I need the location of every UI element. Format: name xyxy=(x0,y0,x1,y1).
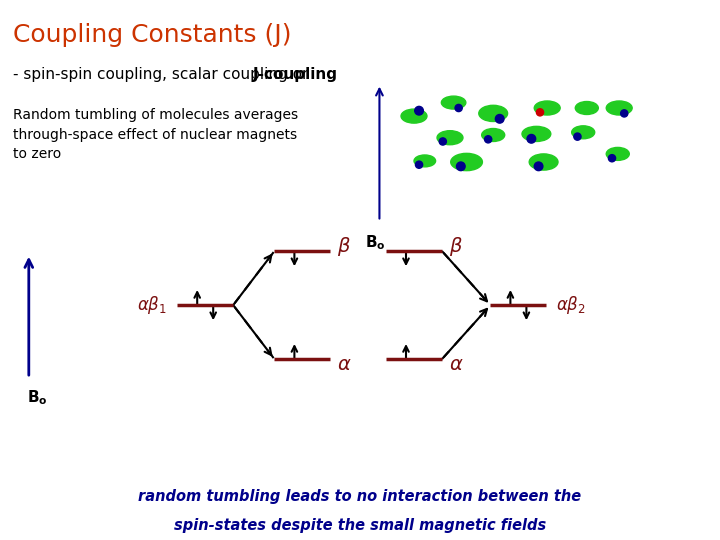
Text: $\beta$: $\beta$ xyxy=(449,234,463,258)
Ellipse shape xyxy=(606,101,632,115)
Circle shape xyxy=(456,162,465,171)
Ellipse shape xyxy=(606,147,629,160)
Ellipse shape xyxy=(482,129,505,141)
Ellipse shape xyxy=(522,126,551,141)
Circle shape xyxy=(455,104,462,112)
Circle shape xyxy=(536,109,544,116)
Circle shape xyxy=(439,138,446,145)
Circle shape xyxy=(495,114,504,123)
Ellipse shape xyxy=(534,101,560,115)
Text: spin-states despite the small magnetic fields: spin-states despite the small magnetic f… xyxy=(174,518,546,534)
Text: $\beta$: $\beta$ xyxy=(338,234,351,258)
Circle shape xyxy=(415,106,423,115)
Text: $\alpha\beta_2$: $\alpha\beta_2$ xyxy=(557,294,586,316)
Circle shape xyxy=(621,110,628,117)
Ellipse shape xyxy=(414,155,436,167)
Text: $\alpha$: $\alpha$ xyxy=(449,355,464,374)
Ellipse shape xyxy=(572,126,595,139)
Ellipse shape xyxy=(529,154,558,170)
Text: $\mathbf{B_o}$: $\mathbf{B_o}$ xyxy=(365,233,386,252)
Circle shape xyxy=(527,134,536,143)
Ellipse shape xyxy=(451,153,482,171)
Ellipse shape xyxy=(575,102,598,114)
Text: $\mathbf{B_o}$: $\mathbf{B_o}$ xyxy=(27,389,48,408)
Text: J-coupling: J-coupling xyxy=(253,68,338,83)
Text: Coupling Constants (J): Coupling Constants (J) xyxy=(13,23,292,46)
Ellipse shape xyxy=(437,131,463,145)
Ellipse shape xyxy=(401,109,427,123)
Ellipse shape xyxy=(441,96,466,109)
Text: Random tumbling of molecules averages
through-space effect of nuclear magnets
to: Random tumbling of molecules averages th… xyxy=(13,108,298,161)
Circle shape xyxy=(574,133,581,140)
Circle shape xyxy=(534,162,543,171)
Ellipse shape xyxy=(479,105,508,122)
Circle shape xyxy=(415,161,423,168)
Text: $\alpha$: $\alpha$ xyxy=(338,355,352,374)
Circle shape xyxy=(608,154,616,162)
Text: $\alpha\beta_1$: $\alpha\beta_1$ xyxy=(138,294,167,316)
Text: random tumbling leads to no interaction between the: random tumbling leads to no interaction … xyxy=(138,489,582,504)
Text: - spin-spin coupling, scalar coupling or: - spin-spin coupling, scalar coupling or xyxy=(13,68,313,83)
Circle shape xyxy=(485,136,492,143)
